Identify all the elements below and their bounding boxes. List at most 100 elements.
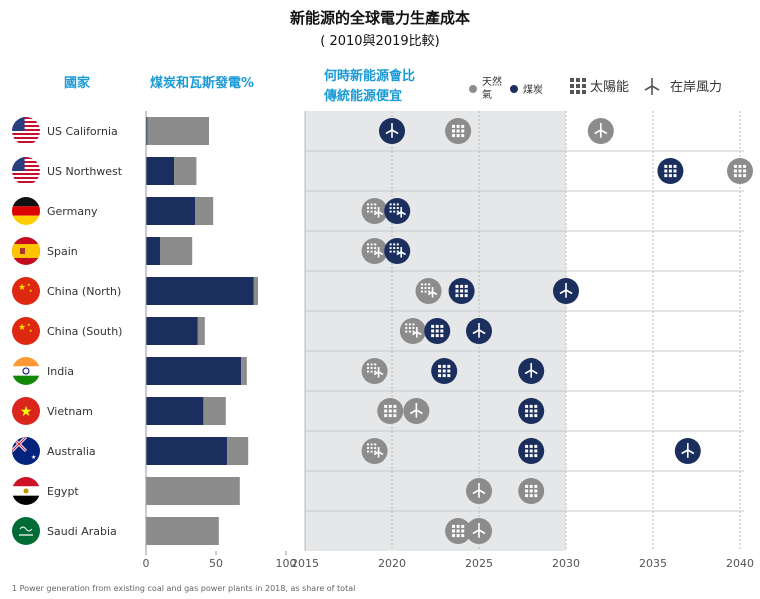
bar-gas: [160, 237, 193, 265]
legend-solar-label: 太陽能: [590, 80, 629, 95]
chart-title: 新能源的全球電力生產成本: [290, 9, 470, 27]
legend: 天然 氣 煤炭 太陽能 在岸風力: [469, 75, 722, 101]
marker-wind-vs-gas: [466, 478, 492, 504]
country-row: ★ Vietnam: [12, 397, 93, 425]
country-row: ★ ★★ China (South): [12, 317, 122, 345]
country-label: Australia: [47, 445, 96, 458]
svg-text:★: ★: [18, 323, 26, 333]
svg-text:★: ★: [18, 283, 26, 293]
country-label: Saudi Arabia: [47, 525, 117, 538]
country-row: US California: [12, 117, 118, 145]
flag-icon: [12, 157, 40, 185]
country-label: Germany: [47, 205, 98, 218]
flag-icon: [12, 357, 40, 385]
marker-solar-wind-vs-gas: [361, 238, 388, 264]
country-row: Germany: [12, 197, 98, 225]
bar-coal: [146, 117, 148, 145]
country-row: Saudi Arabia: [12, 517, 117, 545]
flag-icon: ★ ★★: [12, 277, 40, 305]
marker-solar-wind-vs-gas: [399, 318, 426, 344]
marker-solar-vs-coal: [518, 438, 545, 464]
country-row: US Northwest: [12, 157, 123, 185]
legend-gas-label-line1: 天然: [482, 75, 502, 88]
header-when-cheaper-line1: 何時新能源會比: [324, 68, 415, 84]
bar-axis-tick-label: 50: [209, 557, 223, 570]
legend-solar-icon: [570, 78, 586, 94]
flag-icon: [12, 477, 40, 505]
timeline-tick-label: 2035: [639, 557, 667, 570]
bar-coal: [146, 277, 254, 305]
flag-icon: ★: [12, 437, 40, 465]
marker-solar-vs-coal: [431, 358, 458, 384]
country-row: India: [12, 357, 74, 385]
bar-gas: [227, 437, 249, 465]
bar-coal: [146, 157, 174, 185]
country-label: Spain: [47, 245, 78, 258]
country-label: China (North): [47, 285, 121, 298]
bar-gas: [241, 357, 247, 385]
legend-gas-swatch: [469, 85, 477, 93]
marker-wind-vs-gas: [466, 518, 492, 544]
flag-icon: ★: [12, 397, 40, 425]
marker-solar-vs-coal: [657, 158, 684, 184]
marker-solar-wind-vs-gas: [361, 438, 388, 464]
legend-coal-label: 煤炭: [523, 83, 543, 96]
marker-wind-vs-coal: [379, 118, 405, 144]
marker-wind-vs-coal: [518, 358, 545, 384]
svg-text:★: ★: [29, 288, 33, 293]
country-label: Egypt: [47, 485, 79, 498]
country-label: US Northwest: [47, 165, 123, 178]
bar-coal: [146, 237, 160, 265]
bar-gas: [195, 197, 214, 225]
bar-gas: [147, 117, 209, 145]
timeline-tick-label: 2020: [378, 557, 406, 570]
bar-coal: [146, 197, 195, 225]
footnote: 1 Power generation from existing coal an…: [12, 584, 355, 593]
svg-text:★: ★: [31, 454, 36, 461]
timeline-tick-label: 2015: [291, 557, 319, 570]
legend-gas-label-line2: 氣: [482, 88, 492, 101]
header-when-cheaper-line2: 傳統能源便宜: [323, 88, 402, 104]
bar-gas: [146, 517, 219, 545]
marker-solar-vs-gas: [727, 158, 753, 184]
timeline-tick-label: 2030: [552, 557, 580, 570]
country-row: Spain: [12, 237, 78, 265]
marker-wind-vs-gas: [587, 118, 614, 144]
legend-wind-label: 在岸風力: [670, 80, 722, 95]
marker-solar-vs-gas: [445, 518, 472, 544]
bar-axis-tick-label: 0: [143, 557, 150, 570]
bar-gas: [174, 157, 197, 185]
marker-wind-vs-coal: [674, 438, 701, 464]
bar-gas: [146, 477, 240, 505]
country-label: US California: [47, 125, 118, 138]
svg-text:★: ★: [27, 282, 31, 287]
country-row: ★ ★★ China (North): [12, 277, 121, 305]
marker-solar-wind-vs-gas: [361, 358, 388, 384]
bar-coal: [146, 357, 242, 385]
marker-solar-vs-gas: [518, 478, 545, 504]
bar-axis-tick-label: 100: [276, 557, 297, 570]
country-label: Vietnam: [47, 405, 93, 418]
marker-wind-vs-coal: [466, 318, 492, 344]
legend-coal-swatch: [510, 85, 518, 93]
marker-solar-wind-vs-gas: [361, 198, 388, 224]
marker-solar-wind-vs-coal: [384, 238, 411, 264]
bar-gas: [203, 397, 226, 425]
marker-solar-vs-coal: [518, 398, 545, 424]
bar-coal: [146, 397, 204, 425]
country-label: India: [47, 365, 74, 378]
marker-solar-vs-gas: [445, 118, 472, 144]
flag-icon: [12, 117, 40, 145]
header-coal-gas-share: 煤炭和瓦斯發電%: [150, 75, 254, 91]
flag-icon: [12, 237, 40, 265]
timeline-tick-label: 2025: [465, 557, 493, 570]
marker-solar-vs-coal: [448, 278, 475, 304]
marker-solar-wind-vs-coal: [384, 198, 411, 224]
legend-wind-icon: [644, 78, 660, 95]
flag-icon: [12, 197, 40, 225]
bar-gas: [197, 317, 205, 345]
country-row: ★ Australia: [12, 437, 96, 465]
country-label: China (South): [47, 325, 122, 338]
marker-wind-vs-gas: [403, 398, 430, 424]
